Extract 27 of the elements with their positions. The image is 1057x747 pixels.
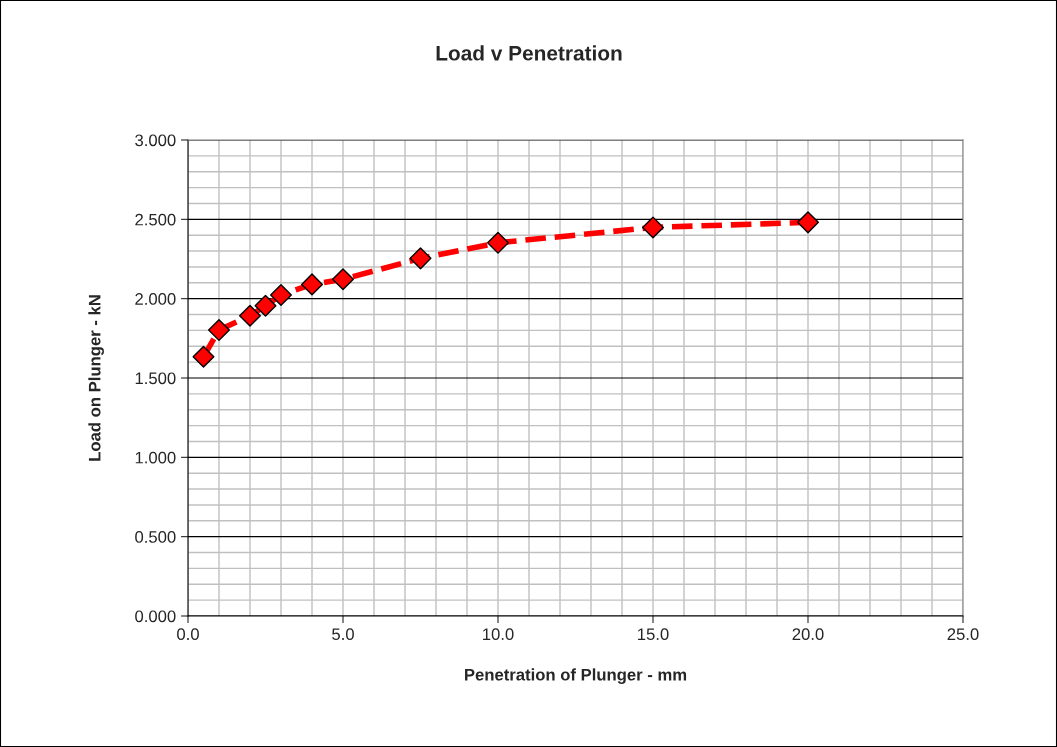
x-tick-label: 5.0 bbox=[332, 628, 354, 641]
point bbox=[270, 284, 292, 307]
chart-title: Load v Penetration bbox=[436, 45, 622, 61]
y-axis-title: Load on Plunger - kN bbox=[88, 295, 104, 461]
point bbox=[332, 268, 354, 291]
y-tick-label: 1.000 bbox=[135, 451, 176, 464]
point bbox=[239, 304, 261, 327]
point bbox=[192, 345, 215, 368]
x-tick-label: 0.0 bbox=[177, 628, 199, 641]
x-tick-label: 10.0 bbox=[483, 628, 514, 641]
point bbox=[208, 319, 230, 342]
x-tick-label: 25.0 bbox=[947, 628, 979, 641]
y-tick-label: 0.000 bbox=[135, 610, 176, 623]
y-tick-label: 2.500 bbox=[135, 213, 176, 226]
point bbox=[487, 231, 509, 254]
x-tick-label: 15.0 bbox=[638, 628, 669, 641]
y-tick-label: 1.500 bbox=[135, 372, 176, 385]
point bbox=[797, 211, 819, 234]
x-tick-label: 20.0 bbox=[792, 628, 824, 641]
point bbox=[301, 273, 323, 296]
point bbox=[409, 247, 432, 270]
y-tick-label: 3.000 bbox=[135, 134, 176, 147]
y-tick-label: 0.500 bbox=[135, 531, 176, 543]
point bbox=[254, 294, 277, 317]
point bbox=[642, 216, 664, 239]
x-axis-title: Penetration of Plunger - mm bbox=[465, 668, 687, 684]
y-tick-label: 2.000 bbox=[135, 293, 176, 305]
